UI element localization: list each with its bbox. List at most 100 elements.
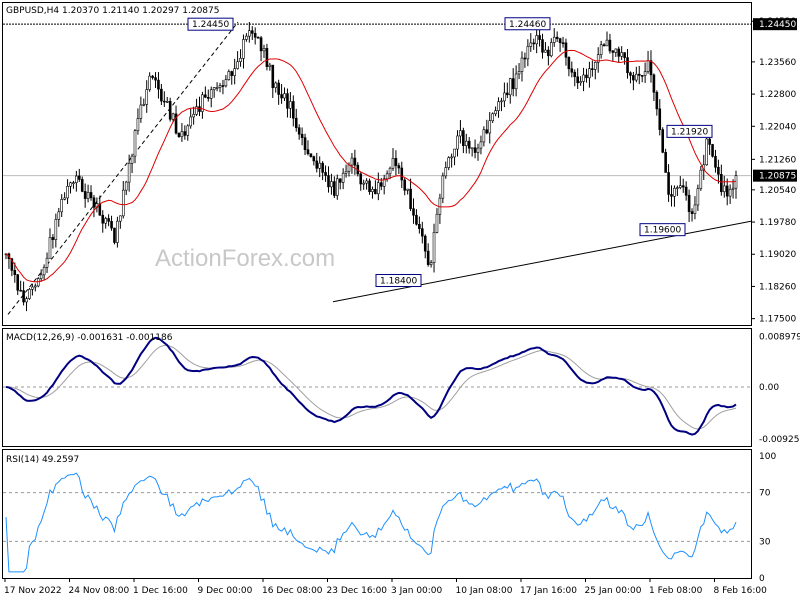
candle-body <box>80 179 84 192</box>
candle-body <box>377 182 380 195</box>
rsi-line <box>5 472 737 573</box>
candle-body <box>359 173 363 185</box>
rsi-tick-label: 100 <box>759 452 776 462</box>
macd-tick-label: 0.008979 <box>759 332 800 342</box>
candle-body <box>10 258 14 271</box>
candle-body <box>664 152 667 173</box>
candle-body <box>500 100 503 103</box>
candle-body <box>532 42 536 45</box>
candle-body <box>289 101 292 109</box>
candle-body <box>180 131 184 138</box>
candle-body <box>720 174 723 193</box>
candle-body <box>555 36 559 39</box>
candle-body <box>107 218 110 222</box>
candle-body <box>608 39 612 52</box>
candle-body <box>570 68 574 73</box>
candle-body <box>28 289 31 299</box>
candle-body <box>330 181 333 188</box>
candle-body <box>673 187 676 197</box>
candle-body <box>591 68 594 70</box>
candle-body <box>435 213 439 233</box>
candle-body <box>341 172 345 183</box>
macd-label: MACD(12,26,9) -0.001631 -0.001186 <box>6 333 173 343</box>
candle-body <box>547 49 550 57</box>
candle-body <box>497 101 500 111</box>
candle-body <box>318 162 321 169</box>
candle-body <box>658 108 662 130</box>
candle-body <box>394 158 398 166</box>
rsi-tick-label: 0 <box>759 574 765 584</box>
candle-body <box>529 42 533 47</box>
candle-body <box>224 79 228 87</box>
candle-body <box>620 52 623 57</box>
rsi-label: RSI(14) 49.2597 <box>6 455 79 465</box>
candle-body <box>585 74 588 79</box>
candle-body <box>374 188 377 195</box>
candle-body <box>75 175 78 183</box>
candle-body <box>491 113 494 122</box>
candle-body <box>280 94 283 99</box>
candle-body <box>365 180 368 184</box>
price-series <box>3 21 752 315</box>
candle-body <box>189 116 192 127</box>
candle-body <box>230 71 234 76</box>
candle-body <box>368 180 371 192</box>
candle-body <box>728 188 732 197</box>
x-tick-label: 17 Nov 2022 <box>4 586 62 596</box>
candle-body <box>227 71 231 81</box>
candle-body <box>705 138 708 166</box>
candle-body <box>400 167 404 181</box>
candle-body <box>429 262 433 265</box>
candle-body <box>133 130 137 157</box>
candle-body <box>488 120 492 134</box>
candle-body <box>526 46 530 60</box>
price-level-highlight: 1.24450 <box>759 20 796 30</box>
x-tick-label: 1 Feb 08:00 <box>649 586 703 596</box>
candle-body <box>462 130 465 146</box>
annotation-label: 1.24460 <box>509 20 546 30</box>
candle-body <box>523 57 527 60</box>
candle-body <box>121 189 125 217</box>
candle-body <box>382 178 386 187</box>
x-tick-label: 17 Jan 16:00 <box>520 586 577 596</box>
candle-body <box>312 156 316 162</box>
macd-tick-label: -0.009257 <box>759 435 800 445</box>
candle-body <box>306 149 310 154</box>
candle-body <box>649 60 653 76</box>
candle-body <box>670 194 673 197</box>
candle-body <box>667 172 670 195</box>
candle-body <box>265 48 269 67</box>
candle-body <box>142 104 146 106</box>
annotation-box <box>666 124 713 138</box>
candle-body <box>36 278 40 287</box>
candle-body <box>485 129 489 134</box>
candle-body <box>494 110 497 115</box>
candle-body <box>13 270 17 275</box>
candle-body <box>171 113 175 120</box>
candle-body <box>564 42 568 58</box>
channel-trendline <box>7 21 239 315</box>
candle-body <box>165 101 169 103</box>
candle-body <box>315 160 319 169</box>
candle-body <box>635 73 638 81</box>
candle-body <box>215 87 219 89</box>
candle-body <box>423 235 427 252</box>
candle-body <box>353 157 357 166</box>
candle-body <box>623 52 626 58</box>
macd-tick-label: 0.00 <box>759 383 779 393</box>
candle-body <box>192 114 195 118</box>
annotations: 1.24450 1.24460 1.21920 1.19600 1.18400 <box>187 17 713 288</box>
candle-body <box>113 227 116 243</box>
candle-body <box>602 44 606 47</box>
candle-body <box>681 185 685 188</box>
candle-body <box>209 89 213 99</box>
candle-body <box>45 257 49 268</box>
candle-body <box>195 106 198 115</box>
annotation-box <box>187 17 234 31</box>
candle-body <box>464 140 468 146</box>
candle-body <box>371 188 374 192</box>
current-price-label-bg <box>753 169 797 182</box>
candle-body <box>456 135 459 150</box>
candle-body <box>722 185 726 193</box>
